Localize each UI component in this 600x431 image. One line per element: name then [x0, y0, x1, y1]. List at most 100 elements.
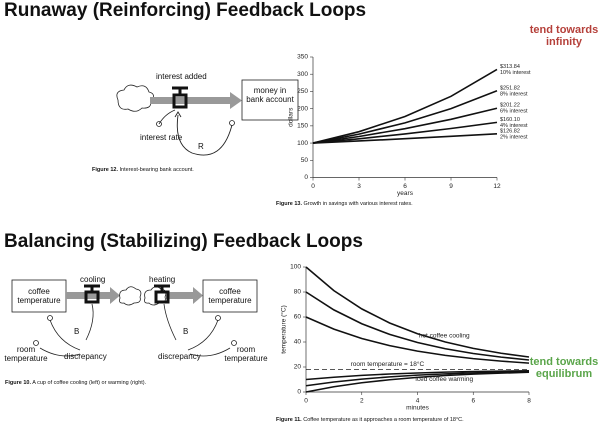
cloud [116, 84, 154, 112]
series-line [305, 316, 530, 364]
section-title: Runaway (Reinforcing) Feedback Loops [4, 0, 367, 21]
y-tick-label: 0 [297, 389, 301, 396]
series-line [312, 68, 498, 144]
y-tick-label: 40 [294, 339, 302, 346]
y-tick-label: 200 [297, 105, 308, 112]
x-tick-label: 0 [304, 398, 308, 405]
series-name: 8% interest [500, 91, 528, 97]
y-tick-label: 300 [297, 71, 308, 78]
link-start [229, 120, 235, 126]
diagram-coffee [11, 279, 258, 357]
y-tick-label: 80 [294, 289, 302, 296]
loop-link [163, 303, 219, 351]
caption-figure: Figure 11. [276, 417, 302, 423]
note-line: infinity [545, 36, 583, 48]
x-tick-label: 6 [471, 398, 475, 405]
note-line: equilibrum [535, 368, 593, 380]
series-line [305, 370, 530, 387]
value-label: $251.82 [500, 85, 520, 91]
caption-text: Interest-bearing bank account. [119, 167, 194, 173]
label: heating [149, 275, 176, 284]
label: R [198, 142, 204, 151]
label: cooling [80, 275, 106, 284]
valve [172, 86, 188, 109]
y-tick-label: 250 [297, 88, 308, 95]
label: room temperature [4, 345, 48, 363]
series-name: 6% interest [500, 109, 528, 115]
annotation: hot coffee cooling [419, 332, 470, 339]
series-line [312, 133, 498, 144]
link [189, 347, 231, 357]
x-tick-label: 3 [357, 183, 361, 190]
x-tick-label: 6 [403, 183, 407, 190]
x-tick-label: 12 [493, 183, 501, 190]
converter [231, 340, 237, 346]
series-line [305, 266, 530, 358]
valve [154, 284, 170, 304]
y-tick-label: 100 [297, 140, 308, 147]
series-line [312, 107, 498, 144]
annotation: iced coffee warming [415, 376, 473, 383]
label: coffee temperature [208, 287, 252, 305]
x-tick-label: 2 [360, 398, 364, 405]
cloud [144, 286, 167, 306]
x-tick-label: 9 [449, 183, 453, 190]
link [158, 109, 176, 125]
caption-figure: Figure 12. [92, 167, 118, 173]
y-tick-label: 350 [297, 54, 308, 61]
link-start [47, 315, 53, 321]
y-tick-label: 0 [304, 174, 308, 181]
flow-arrow [110, 287, 120, 304]
label: interest added [156, 72, 207, 81]
series-line [312, 121, 498, 144]
reference-label: room temperature = 18°C [351, 360, 425, 368]
flow-pipe [166, 292, 194, 299]
note-line: tend towards [529, 24, 599, 36]
y-tick-label: 150 [297, 123, 308, 130]
caption-text: A cup of coffee cooling (left) or warmin… [32, 380, 147, 386]
label: discrepancy [158, 352, 201, 361]
y-tick-label: 20 [294, 364, 302, 371]
flow-arrow [230, 92, 242, 109]
valve [84, 284, 100, 304]
section-title: Balancing (Stabilizing) Feedback Loops [4, 231, 363, 252]
caption: Figure 11. Coffee temperature as it appr… [276, 417, 464, 423]
loop-link [49, 303, 94, 351]
value-label: $160.10 [500, 117, 520, 123]
caption: Figure 10. A cup of coffee cooling (left… [5, 380, 146, 386]
caption-text: Coffee temperature as it approaches a ro… [303, 417, 464, 423]
loop-arrow [176, 114, 233, 156]
caption-figure: Figure 10. [5, 380, 31, 386]
x-tick-label: 4 [416, 398, 420, 405]
value-label: $201.22 [500, 103, 520, 109]
note-line: tend towards [529, 356, 599, 368]
label: money in bank account [246, 86, 294, 104]
link-start [215, 315, 221, 321]
caption: Figure 12. Interest-bearing bank account… [92, 167, 194, 173]
y-tick-label: 60 [294, 314, 302, 321]
label: B [183, 327, 189, 336]
y-tick-label: 100 [290, 264, 301, 271]
x-tick-label: 8 [527, 398, 531, 405]
arrow-head [174, 111, 182, 118]
series-name: 10% interest [500, 70, 531, 76]
diagram-bank [116, 79, 299, 156]
x-axis-label: years [397, 190, 414, 197]
note: tend towards infinity [528, 24, 600, 48]
label: B [74, 327, 80, 336]
y-tick-label: 50 [301, 157, 309, 164]
y-axis-label: temperature (°C) [280, 305, 288, 353]
note: tend towards equilibrum [528, 356, 600, 380]
series-name: 2% interest [500, 134, 528, 140]
caption-figure: Figure 13. [276, 201, 302, 207]
link [39, 347, 81, 357]
label: room temperature [224, 345, 268, 363]
x-axis-label: minutes [406, 405, 430, 412]
flow-arrow [193, 287, 203, 304]
stock-box [241, 79, 299, 121]
series-line [305, 369, 530, 381]
series-name: 4% interest [500, 123, 528, 129]
converter [33, 340, 39, 346]
value-label: $313.84 [500, 64, 520, 70]
